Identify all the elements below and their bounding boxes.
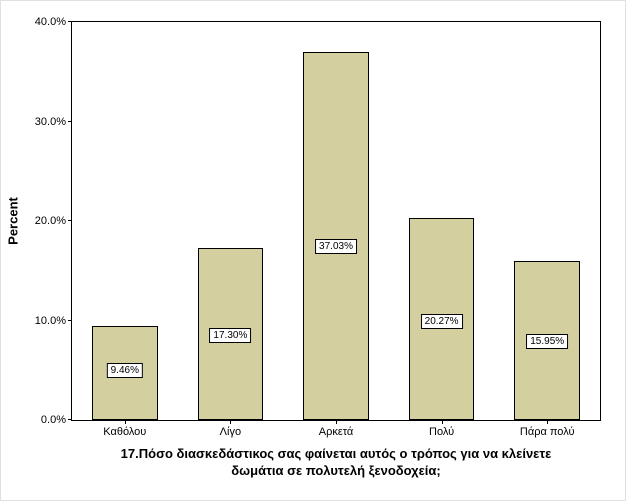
x-axis-title: 17.Πόσο διασκεδάστικος σας φαίνεται αυτό…: [71, 446, 601, 480]
y-tick-label: 10.0%: [35, 315, 72, 327]
x-tick-label: Καθόλου: [103, 420, 146, 438]
bar-value-label: 37.03%: [315, 239, 357, 254]
bar: [303, 52, 368, 420]
y-axis-label: Percent: [6, 197, 21, 245]
bars-group: 9.46%Καθόλου17.30%Λίγο37.03%Αρκετά20.27%…: [72, 22, 600, 420]
x-tick-label: Πάρα πολύ: [520, 420, 575, 438]
bar-value-label: 20.27%: [421, 314, 463, 329]
x-tick-label: Αρκετά: [319, 420, 354, 438]
bar-value-label: 15.95%: [526, 334, 568, 349]
x-tick-label: Πολύ: [429, 420, 454, 438]
bar-value-label: 9.46%: [107, 363, 143, 378]
y-tick-label: 20.0%: [35, 215, 72, 227]
y-tick-label: 0.0%: [41, 414, 72, 426]
y-tick-label: 30.0%: [35, 116, 72, 128]
x-axis-title-line1: 17.Πόσο διασκεδάστικος σας φαίνεται αυτό…: [121, 446, 552, 461]
bar-chart-container: Percent 0.0%10.0%20.0%30.0%40.0% 9.46%Κα…: [0, 0, 626, 501]
bar-value-label: 17.30%: [209, 328, 251, 343]
x-tick-label: Λίγο: [220, 420, 241, 438]
x-axis-title-line2: δωμάτια σε πολυτελή ξενοδοχεία;: [231, 463, 440, 478]
y-tick-label: 40.0%: [35, 16, 72, 28]
plot-area: 0.0%10.0%20.0%30.0%40.0% 9.46%Καθόλου17.…: [71, 21, 601, 421]
